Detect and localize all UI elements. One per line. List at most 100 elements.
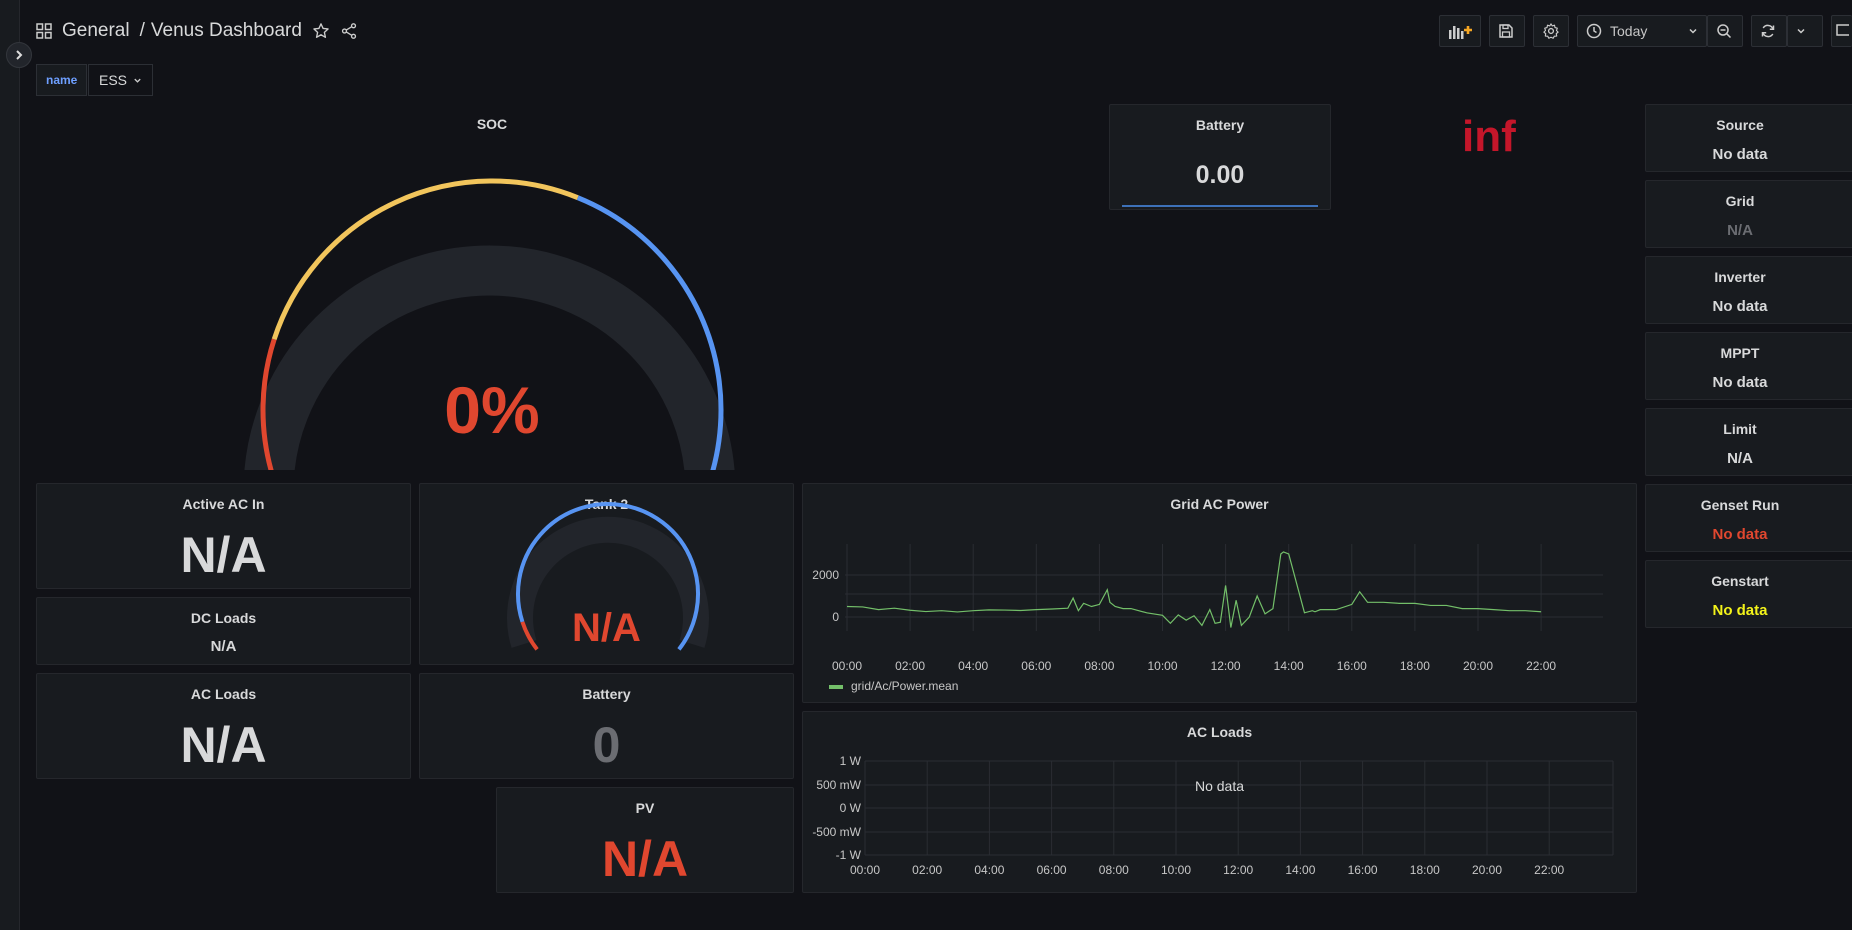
y-tick-label: -1 W — [836, 848, 862, 862]
tank2-gauge — [507, 502, 709, 651]
variable-value: ESS — [99, 72, 128, 88]
dashboard-title[interactable]: Venus Dashboard — [150, 20, 302, 41]
dc-loads-value: N/A — [210, 638, 237, 655]
y-tick-label: 500 mW — [816, 778, 861, 792]
tank2-panel: Tank 2 N/A — [419, 483, 794, 665]
panel-title: DC Loads — [190, 610, 257, 626]
side-stat-panel: MPPT No data — [1645, 332, 1852, 400]
x-tick-label: 02:00 — [895, 659, 925, 673]
x-tick-label: 12:00 — [1223, 863, 1253, 877]
x-tick-label: 00:00 — [850, 863, 880, 877]
panel-title: AC Loads — [190, 686, 257, 702]
series-line — [846, 551, 1542, 628]
x-tick-label: 16:00 — [1337, 659, 1367, 673]
refresh-button[interactable] — [1751, 15, 1787, 47]
x-tick-label: 04:00 — [958, 659, 988, 673]
gear-icon — [1543, 23, 1559, 39]
chevron-down-icon — [1797, 28, 1805, 34]
gauge-threshold-red — [520, 621, 539, 651]
x-tick-label: 14:00 — [1274, 659, 1304, 673]
star-icon[interactable] — [312, 22, 330, 40]
sparkline — [1122, 205, 1318, 207]
dashboard-grid-icon — [36, 23, 52, 39]
pv-panel: PV N/A — [496, 787, 794, 893]
refresh-icon — [1761, 24, 1775, 38]
gauge-threshold-blue — [516, 502, 700, 651]
grid-ac-power-panel: Grid AC Power 00:00 02:00 04:00 06:00 08:00 1… — [802, 483, 1637, 703]
y-tick-label: 2000 — [812, 568, 839, 582]
tv-mode-button[interactable] — [1831, 15, 1852, 47]
x-tick-label: 12:00 — [1211, 659, 1241, 673]
chevron-right-icon — [16, 50, 23, 60]
x-tick-label: 18:00 — [1400, 659, 1430, 673]
panel-title: Battery — [582, 686, 631, 702]
x-tick-label: 18:00 — [1410, 863, 1440, 877]
gauge-threshold-red — [260, 338, 277, 470]
chevron-down-icon — [1689, 28, 1697, 34]
time-picker[interactable]: Today — [1577, 15, 1707, 47]
variable-select[interactable]: ESS — [88, 64, 154, 96]
x-tick-label: 10:00 — [1161, 863, 1191, 877]
toolbar: Today — [1439, 15, 1852, 49]
side-stat-panel: Source No data — [1645, 104, 1852, 172]
side-stat-value: N/A — [1727, 450, 1753, 467]
chart-legend[interactable]: grid/Ac/Power.mean — [829, 679, 958, 693]
chevron-down-icon — [134, 78, 141, 83]
gauge-track — [507, 516, 709, 648]
refresh-interval-dropdown[interactable] — [1787, 15, 1823, 47]
zoom-out-button[interactable] — [1707, 15, 1743, 47]
gauge-threshold-yellow — [271, 178, 579, 341]
soc-value: 0% — [444, 373, 540, 447]
pv-value: N/A — [601, 831, 689, 887]
no-data-label: No data — [1194, 778, 1245, 794]
y-tick-label: 0 — [832, 610, 839, 624]
panel-title: Genset Run — [1700, 497, 1780, 513]
side-stat-value: No data — [1712, 374, 1768, 391]
x-tick-label: 06:00 — [1021, 659, 1051, 673]
panel-title: Active AC In — [182, 496, 265, 512]
ac-loads-stat-value: N/A — [180, 717, 267, 773]
monitor-icon — [1836, 24, 1849, 36]
add-panel-button[interactable] — [1439, 15, 1481, 47]
y-tick-label: 0 W — [840, 801, 862, 815]
folder-link[interactable]: General — [62, 20, 130, 41]
panel-title: Grid — [1725, 193, 1755, 209]
panel-title: SOC — [476, 116, 508, 132]
expand-menu-button[interactable] — [6, 42, 32, 68]
panel-title: MPPT — [1720, 345, 1760, 361]
side-stat-value: No data — [1712, 526, 1768, 543]
x-tick-label: 02:00 — [912, 863, 942, 877]
panel-title: AC Loads — [1186, 724, 1253, 740]
active-ac-in-value: N/A — [180, 527, 267, 583]
share-icon[interactable] — [340, 22, 358, 40]
active-ac-in-panel: Active AC In N/A — [36, 483, 411, 589]
legend-label: grid/Ac/Power.mean — [851, 679, 959, 693]
gauge-track — [244, 245, 735, 470]
save-icon — [1499, 24, 1513, 38]
x-tick-label: 22:00 — [1534, 863, 1564, 877]
settings-button[interactable] — [1533, 15, 1569, 47]
x-tick-label: 22:00 — [1526, 659, 1556, 673]
x-tick-label: 06:00 — [1037, 863, 1067, 877]
ac-loads-chart: 1 W 500 mW 0 W -500 mW -1 W00:00 02:00 04:00 06… — [812, 754, 1614, 877]
gauge-threshold-blue — [576, 195, 724, 470]
ac-loads-chart-panel: AC Loads 1 W 500 mW 0 W -500 mW -1 W 00:00 02:… — [802, 711, 1637, 893]
dc-loads-panel: DC Loads N/A — [36, 597, 411, 665]
time-range-label: Today — [1610, 23, 1648, 39]
tank2-value: N/A — [572, 606, 641, 650]
side-stat-panel: Limit N/A — [1645, 408, 1852, 476]
x-tick-label: 00:00 — [832, 659, 862, 673]
x-tick-label: 04:00 — [974, 863, 1004, 877]
legend-swatch — [829, 684, 843, 689]
breadcrumb: General / Venus Dashboard — [36, 20, 358, 42]
x-tick-label: 20:00 — [1463, 659, 1493, 673]
panel-title: Battery — [1195, 117, 1245, 133]
side-stat-value: No data — [1712, 146, 1768, 163]
x-tick-label: 16:00 — [1348, 863, 1378, 877]
breadcrumb-separator: / — [139, 20, 145, 41]
side-stat-value: No data — [1712, 298, 1768, 315]
save-dashboard-button[interactable] — [1489, 15, 1525, 47]
panel-title: PV — [635, 800, 655, 816]
battery-mid-panel: Battery 0 — [419, 673, 794, 779]
panel-title: Inverter — [1714, 269, 1766, 285]
